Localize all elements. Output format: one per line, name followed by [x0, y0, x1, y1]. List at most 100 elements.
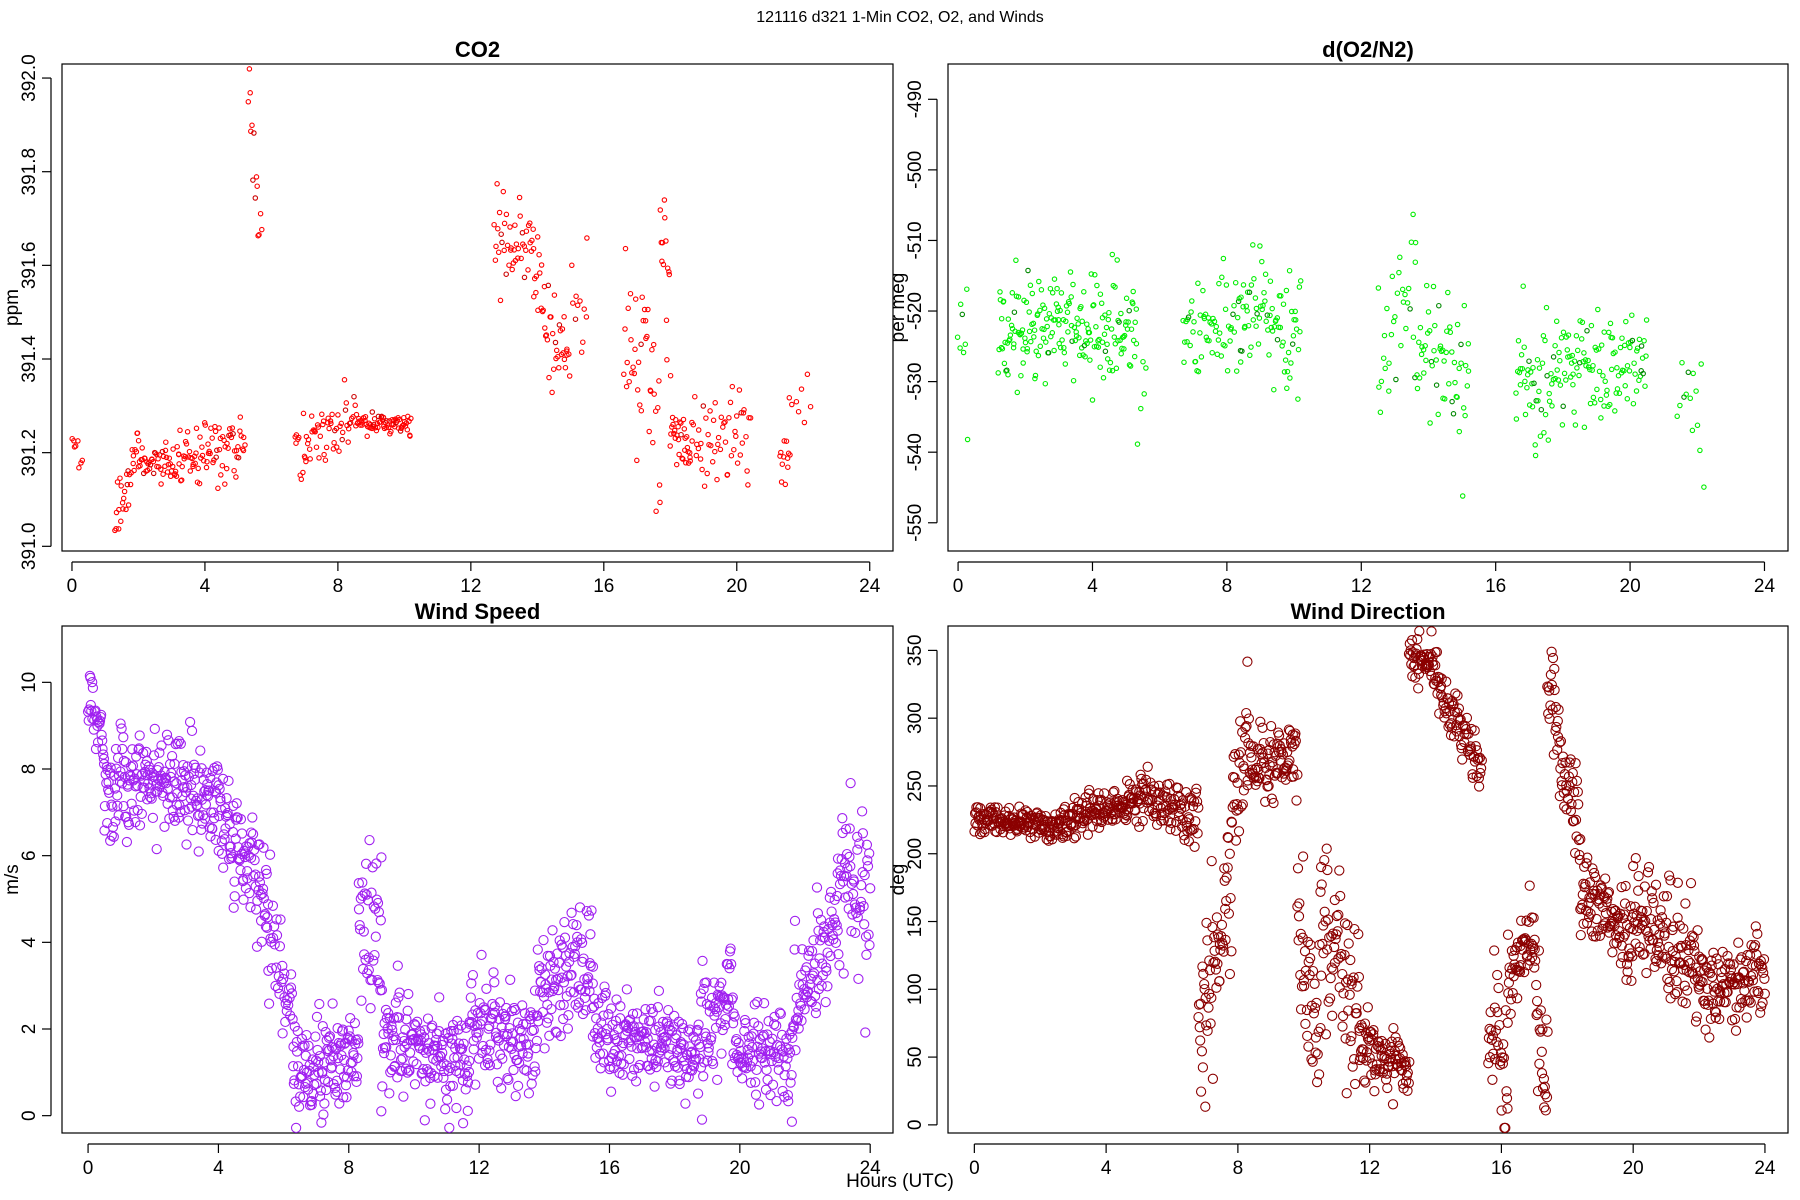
x-tick-label: 0: [67, 576, 78, 597]
data-point: [1316, 879, 1327, 890]
data-point: [667, 372, 674, 379]
data-point: [1109, 367, 1116, 374]
data-point: [1626, 975, 1637, 987]
data-point: [292, 1025, 303, 1037]
data-point: [1619, 929, 1630, 940]
data-point: [1544, 685, 1555, 696]
data-point: [192, 810, 204, 821]
data-point: [551, 292, 558, 298]
data-point: [1426, 626, 1437, 637]
data-point: [275, 914, 286, 925]
data-point: [680, 1098, 691, 1109]
data-point: [1517, 365, 1524, 372]
data-point: [333, 444, 340, 450]
data-point: [1633, 870, 1644, 882]
data-point: [75, 438, 81, 444]
data-point: [778, 479, 785, 485]
data-point: [1535, 398, 1541, 404]
data-point: [1532, 1008, 1543, 1019]
data-point: [235, 814, 247, 825]
data-point: [786, 1069, 797, 1081]
data-point: [253, 871, 265, 882]
data-point: [1381, 332, 1388, 339]
data-point: [1292, 317, 1299, 323]
data-point: [603, 1009, 614, 1020]
data-point: [466, 978, 477, 989]
data-point: [113, 770, 125, 782]
data-point: [230, 431, 236, 437]
data-point: [315, 1085, 327, 1096]
data-point: [530, 245, 537, 252]
data-point: [841, 871, 852, 882]
data-point: [127, 760, 139, 771]
data-point: [747, 415, 754, 421]
data-point: [1252, 295, 1259, 301]
data-point: [213, 454, 219, 460]
data-point: [797, 979, 808, 990]
data-point: [1071, 324, 1078, 331]
data-point: [1501, 1086, 1512, 1097]
data-point: [1093, 324, 1099, 330]
data-point: [1131, 353, 1138, 360]
data-point: [1746, 939, 1757, 951]
data-point: [453, 1038, 465, 1049]
data-point: [738, 410, 744, 416]
data-point: [1521, 344, 1527, 350]
data-point: [402, 1067, 413, 1078]
data-point: [1443, 349, 1449, 356]
data-point: [352, 1052, 363, 1064]
data-point: [1261, 774, 1272, 785]
data-point: [662, 215, 668, 221]
data-point: [163, 439, 169, 445]
data-point: [1628, 860, 1639, 872]
data-point: [134, 820, 146, 831]
data-point: [328, 420, 334, 427]
data-point: [99, 825, 110, 836]
data-point: [1616, 390, 1623, 397]
data-point: [1315, 861, 1327, 873]
data-point: [390, 997, 401, 1008]
data-point: [1118, 350, 1124, 357]
data-point: [566, 907, 577, 918]
data-point: [1031, 327, 1038, 333]
data-point: [1580, 879, 1591, 890]
data-point: [1069, 833, 1080, 844]
data-point: [437, 1047, 448, 1059]
data-point: [130, 460, 136, 467]
data-point: [1087, 337, 1094, 343]
data-point: [1011, 341, 1017, 347]
data-point: [97, 743, 108, 755]
data-point: [1412, 634, 1423, 645]
y-tick-label: 350: [905, 635, 926, 667]
data-point: [771, 1020, 782, 1031]
data-point: [1590, 871, 1601, 883]
data-point: [216, 446, 223, 453]
data-point: [1310, 1047, 1321, 1058]
data-point: [246, 827, 257, 838]
data-point: [109, 783, 121, 794]
data-point: [854, 838, 865, 849]
data-point: [1203, 1002, 1214, 1013]
data-point: [857, 867, 868, 878]
data-point: [548, 956, 559, 968]
data-point: [113, 810, 124, 821]
data-point: [137, 463, 143, 469]
data-point: [255, 889, 266, 900]
data-point: [313, 444, 320, 450]
data-point: [761, 1064, 772, 1076]
data-point: [107, 821, 119, 833]
data-point: [1031, 807, 1043, 818]
data-point: [292, 1061, 304, 1072]
data-point: [1223, 282, 1230, 288]
data-point: [1403, 1077, 1414, 1089]
y-tick-label: 391.2: [19, 429, 40, 477]
data-point: [555, 1000, 566, 1011]
data-point: [1465, 341, 1472, 347]
data-point: [149, 723, 160, 735]
data-point: [1185, 314, 1192, 320]
data-point: [826, 906, 837, 917]
data-point: [1202, 311, 1209, 318]
data-point: [1355, 1046, 1367, 1057]
data-point: [1710, 1007, 1722, 1018]
data-point: [358, 926, 369, 937]
